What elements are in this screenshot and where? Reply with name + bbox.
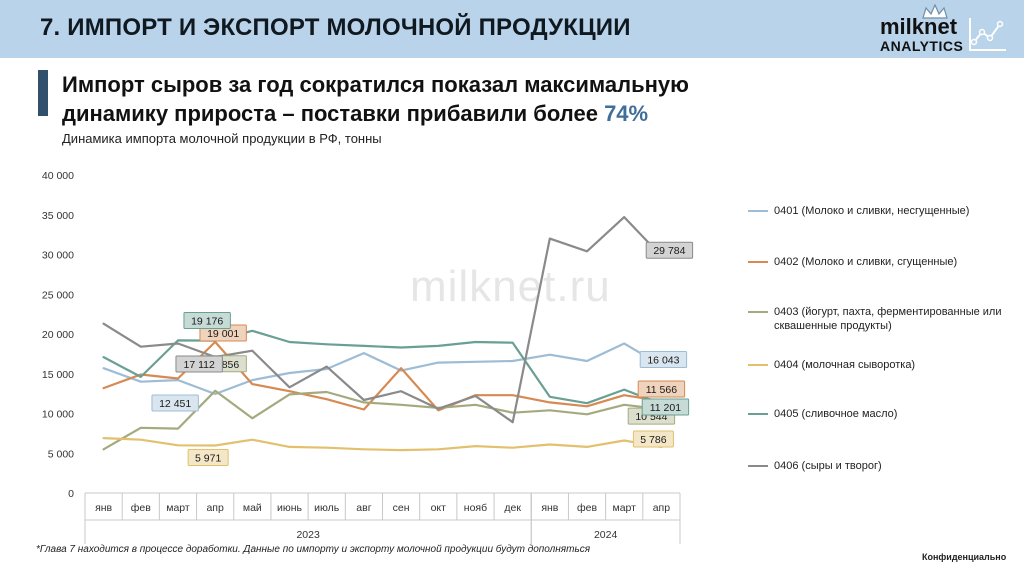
data-label: 5 786 (640, 434, 666, 446)
x-tick-label: фев (131, 502, 151, 514)
series-line-1 (102, 342, 663, 396)
y-tick-label: 10 000 (42, 409, 74, 421)
legend-label: 0404 (молочная сыворотка) (774, 359, 916, 371)
x-tick-label: май (243, 502, 262, 514)
chart-subtitle: Динамика импорта молочной продукции в РФ… (62, 131, 382, 146)
x-tick-label: сен (393, 502, 410, 514)
legend-swatch (748, 210, 768, 212)
milknet-logo[interactable]: milknet ANALYTICS (876, 4, 1016, 56)
headline: Импорт сыров за год сократился показал м… (62, 70, 689, 128)
data-label-box (641, 398, 690, 416)
data-label: 11 566 (646, 384, 677, 396)
confidential-label: Конфиденциально (922, 552, 1007, 562)
y-tick-label: 15 000 (42, 369, 74, 381)
data-label-box (187, 449, 229, 467)
data-label: 19 176 (191, 316, 223, 328)
headline-highlight: 74% (604, 101, 649, 126)
data-label: 19 001 (207, 328, 239, 340)
y-tick-label: 0 (68, 488, 74, 500)
data-label-box (637, 380, 686, 398)
crown-icon (922, 4, 948, 19)
x-tick-label: дек (504, 502, 521, 514)
y-tick-label: 35 000 (42, 210, 74, 222)
import-line-chart: 0 5 000 10 000 15 000 20 000 25 000 30 000 35 0… (42, 170, 694, 544)
logo-subtext: ANALYTICS (880, 38, 964, 54)
logo-text: milknet (880, 14, 958, 39)
data-label-box (645, 241, 694, 259)
data-label: 16 043 (647, 354, 679, 366)
headline-line-2-text: динамику прироста – поставки прибавили б… (62, 101, 605, 126)
page-title: 7. ИМПОРТ И ЭКСПОРТ МОЛОЧНОЙ ПРОДУКЦИИ (40, 14, 631, 41)
series-line-6 (102, 215, 663, 424)
headline-accent-bar (38, 70, 48, 116)
data-label: 5 971 (195, 453, 221, 465)
legend-label: 0401 (Молоко и сливки, несгущенные) (774, 205, 970, 217)
x-tick-label: июнь (277, 502, 303, 514)
y-tick-label: 25 000 (42, 289, 74, 301)
x-tick-label: март (166, 502, 190, 514)
x-tick-label: март (612, 502, 636, 514)
analytics-chart-icon (969, 18, 1006, 51)
data-label: 12 451 (159, 398, 191, 410)
x-tick-label: окт (431, 502, 447, 514)
legend-label: 0405 (сливочное масло) (774, 408, 898, 420)
data-label-box (183, 312, 231, 330)
x-tick-label: июль (314, 502, 340, 514)
data-label-box (632, 430, 674, 448)
y-tick-label: 40 000 (42, 170, 74, 182)
legend-swatch (748, 311, 768, 313)
x-tick-label: нояб (464, 502, 487, 514)
headline-line-2: динамику прироста – поставки прибавили б… (62, 99, 689, 128)
data-label-box (639, 350, 688, 368)
legend-swatch (748, 261, 768, 263)
data-label: 29 784 (653, 245, 685, 257)
data-label: 11 201 (650, 402, 681, 414)
x-tick-label: янв (95, 502, 112, 514)
x-tick-label: янв (541, 502, 558, 514)
watermark: milknet.ru (410, 262, 611, 311)
legend-swatch (748, 465, 768, 467)
y-tick-label: 30 000 (42, 250, 74, 262)
y-tick-label: 5 000 (48, 448, 74, 460)
legend-label: 0406 (сыры и творог) (774, 460, 882, 472)
data-label: 17 112 (183, 359, 214, 371)
legend-label: 0402 (Молоко и сливки, сгущенные) (774, 256, 958, 268)
y-tick-label: 20 000 (42, 329, 74, 341)
x-tick-label: авг (356, 502, 371, 514)
year-group-label: 2023 (296, 529, 320, 541)
year-group-label: 2024 (594, 529, 618, 541)
data-label-box (151, 394, 199, 412)
legend-swatch (748, 364, 768, 366)
x-tick-label: фев (577, 502, 597, 514)
headline-line-1: Импорт сыров за год сократился показал м… (62, 72, 689, 97)
x-tick-label: апр (653, 502, 671, 514)
series-line-4 (102, 437, 663, 452)
x-tick-label: апр (206, 502, 224, 514)
legend-label: 0403 (йогурт, пахта, ферментированные ил… (774, 306, 1002, 332)
legend-swatch (748, 413, 768, 415)
header-bar (0, 0, 1024, 58)
footnote: *Глава 7 находится в процессе доработки.… (36, 544, 591, 555)
series-line-5 (102, 329, 663, 406)
data-label-box (175, 355, 223, 373)
